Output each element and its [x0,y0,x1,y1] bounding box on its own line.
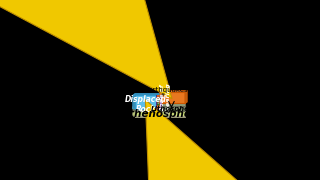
Polygon shape [134,105,186,114]
Polygon shape [157,99,159,101]
Polygon shape [159,92,185,104]
Text: Asthenosphere: Asthenosphere [116,109,204,119]
Text: Displaced
Rock: Displaced Rock [125,95,167,114]
Polygon shape [135,111,185,116]
Polygon shape [156,95,161,109]
Polygon shape [133,105,135,116]
Text: Earthquakes: Earthquakes [144,87,188,93]
Text: Zone of
Shearing: Zone of Shearing [160,82,171,114]
Polygon shape [134,114,186,117]
Polygon shape [135,95,159,109]
Polygon shape [133,95,135,109]
Polygon shape [159,91,187,92]
Polygon shape [157,102,159,104]
Polygon shape [135,105,185,111]
Text: Lithosphere: Lithosphere [150,105,198,112]
Polygon shape [159,106,185,111]
Polygon shape [135,109,159,111]
Polygon shape [158,95,159,109]
Polygon shape [133,106,135,111]
Polygon shape [133,93,159,96]
Polygon shape [159,95,160,109]
Polygon shape [185,91,187,103]
Polygon shape [159,103,185,106]
Polygon shape [135,106,159,109]
Ellipse shape [157,99,159,102]
Ellipse shape [157,103,159,105]
